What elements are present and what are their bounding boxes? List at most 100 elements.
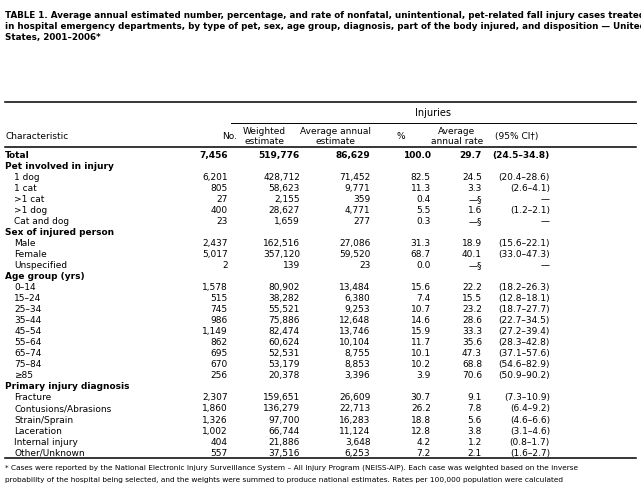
Text: 16,283: 16,283 <box>339 416 370 424</box>
Text: 75–84: 75–84 <box>14 361 42 369</box>
Text: 3,396: 3,396 <box>345 371 370 380</box>
Text: 139: 139 <box>283 261 300 270</box>
Text: (37.1–57.6): (37.1–57.6) <box>498 349 550 358</box>
Text: 27: 27 <box>216 195 228 204</box>
Text: TABLE 1. Average annual estimated number, percentage, and rate of nonfatal, unin: TABLE 1. Average annual estimated number… <box>5 11 641 42</box>
Text: (4.6–6.6): (4.6–6.6) <box>510 416 550 424</box>
Text: 5.5: 5.5 <box>417 206 431 215</box>
Text: 29.7: 29.7 <box>460 151 482 160</box>
Text: 359: 359 <box>353 195 370 204</box>
Text: 52,531: 52,531 <box>269 349 300 358</box>
Text: (0.8–1.7): (0.8–1.7) <box>510 438 550 446</box>
Text: 55,521: 55,521 <box>269 305 300 314</box>
Text: 3.9: 3.9 <box>417 371 431 380</box>
Text: 68.8: 68.8 <box>462 361 482 369</box>
Text: Male: Male <box>14 239 36 248</box>
Text: Primary injury diagnosis: Primary injury diagnosis <box>5 383 129 392</box>
Text: 5.6: 5.6 <box>468 416 482 424</box>
Text: 28,627: 28,627 <box>269 206 300 215</box>
Text: 695: 695 <box>210 349 228 358</box>
Text: (18.2–26.3): (18.2–26.3) <box>499 283 550 292</box>
Text: 136,279: 136,279 <box>263 405 300 414</box>
Text: (20.4–28.6): (20.4–28.6) <box>499 173 550 182</box>
Text: 25–34: 25–34 <box>14 305 42 314</box>
Text: 162,516: 162,516 <box>263 239 300 248</box>
Text: 12,648: 12,648 <box>339 317 370 325</box>
Text: Average
annual rate: Average annual rate <box>431 127 483 146</box>
Text: 428,712: 428,712 <box>263 173 300 182</box>
Text: 515: 515 <box>210 294 228 303</box>
Text: 82,474: 82,474 <box>269 327 300 336</box>
Text: Injuries: Injuries <box>415 108 451 118</box>
Text: 26.2: 26.2 <box>411 405 431 414</box>
Text: 357,120: 357,120 <box>263 250 300 259</box>
Text: 2: 2 <box>222 261 228 270</box>
Text: * Cases were reported by the National Electronic Injury Surveillance System – Al: * Cases were reported by the National El… <box>5 464 578 470</box>
Text: 2,437: 2,437 <box>202 239 228 248</box>
Text: 1.2: 1.2 <box>468 438 482 446</box>
Text: 986: 986 <box>210 317 228 325</box>
Text: 10.2: 10.2 <box>411 361 431 369</box>
Text: 65–74: 65–74 <box>14 349 42 358</box>
Text: 28.6: 28.6 <box>462 317 482 325</box>
Text: —§: —§ <box>469 261 482 270</box>
Text: 33.3: 33.3 <box>462 327 482 336</box>
Text: 58,623: 58,623 <box>269 184 300 193</box>
Text: 35.6: 35.6 <box>462 339 482 347</box>
Text: 71,452: 71,452 <box>339 173 370 182</box>
Text: (3.1–4.6): (3.1–4.6) <box>510 426 550 436</box>
Text: 1 cat: 1 cat <box>14 184 37 193</box>
Text: 24.5: 24.5 <box>462 173 482 182</box>
Text: 3,648: 3,648 <box>345 438 370 446</box>
Text: 45–54: 45–54 <box>14 327 42 336</box>
Text: Contusions/Abrasions: Contusions/Abrasions <box>14 405 112 414</box>
Text: 15.6: 15.6 <box>411 283 431 292</box>
Text: 11.3: 11.3 <box>411 184 431 193</box>
Text: 1,860: 1,860 <box>202 405 228 414</box>
Text: 1,659: 1,659 <box>274 217 300 226</box>
Text: 2,155: 2,155 <box>274 195 300 204</box>
Text: 97,700: 97,700 <box>269 416 300 424</box>
Text: Pet involved in injury: Pet involved in injury <box>5 162 114 171</box>
Text: 15.5: 15.5 <box>462 294 482 303</box>
Text: probability of the hospital being selected, and the weights were summed to produ: probability of the hospital being select… <box>5 477 563 483</box>
Text: (24.5–34.8): (24.5–34.8) <box>493 151 550 160</box>
Text: 10,104: 10,104 <box>339 339 370 347</box>
Text: 22.2: 22.2 <box>462 283 482 292</box>
Text: (12.8–18.1): (12.8–18.1) <box>498 294 550 303</box>
Text: 23: 23 <box>359 261 370 270</box>
Text: 8,853: 8,853 <box>345 361 370 369</box>
Text: 11,124: 11,124 <box>339 426 370 436</box>
Text: 75,886: 75,886 <box>269 317 300 325</box>
Text: —§: —§ <box>469 217 482 226</box>
Text: Strain/Sprain: Strain/Sprain <box>14 416 73 424</box>
Text: 38,282: 38,282 <box>269 294 300 303</box>
Text: (22.7–34.5): (22.7–34.5) <box>499 317 550 325</box>
Text: 1.6: 1.6 <box>468 206 482 215</box>
Text: —: — <box>541 261 550 270</box>
Text: 519,776: 519,776 <box>259 151 300 160</box>
Text: 6,201: 6,201 <box>202 173 228 182</box>
Text: 277: 277 <box>353 217 370 226</box>
Text: 59,520: 59,520 <box>339 250 370 259</box>
Text: 23: 23 <box>216 217 228 226</box>
Text: —: — <box>541 195 550 204</box>
Text: 256: 256 <box>210 371 228 380</box>
Text: 6,380: 6,380 <box>345 294 370 303</box>
Text: 9,771: 9,771 <box>345 184 370 193</box>
Text: 7,456: 7,456 <box>199 151 228 160</box>
Text: 745: 745 <box>210 305 228 314</box>
Text: Characteristic: Characteristic <box>5 132 69 141</box>
Text: 5,017: 5,017 <box>202 250 228 259</box>
Text: %: % <box>397 132 406 141</box>
Text: 47.3: 47.3 <box>462 349 482 358</box>
Text: Total: Total <box>5 151 30 160</box>
Text: (54.6–82.9): (54.6–82.9) <box>499 361 550 369</box>
Text: >1 dog: >1 dog <box>14 206 47 215</box>
Text: 862: 862 <box>210 339 228 347</box>
Text: 557: 557 <box>210 449 228 458</box>
Text: 86,629: 86,629 <box>336 151 370 160</box>
Text: 53,179: 53,179 <box>269 361 300 369</box>
Text: 8,755: 8,755 <box>345 349 370 358</box>
Text: 2.1: 2.1 <box>468 449 482 458</box>
